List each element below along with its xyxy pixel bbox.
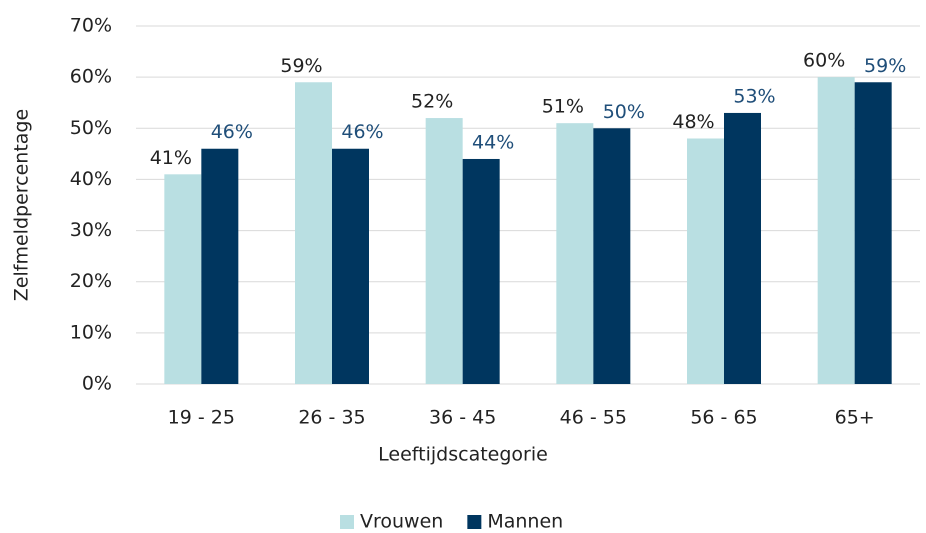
legend-label: Mannen [487,511,563,533]
x-tick-label: 36 - 45 [429,407,496,429]
bar [593,128,631,384]
data-label: 48% [672,111,714,133]
y-tick-label: 50% [70,117,112,139]
data-label: 52% [411,91,453,113]
y-tick-label: 30% [70,219,112,241]
x-axis-title: Leeftijdscategorie [378,444,548,466]
data-label: 44% [472,131,514,153]
y-tick-label: 40% [70,168,112,190]
data-label: 46% [341,121,383,143]
y-tick-label: 20% [70,270,112,292]
x-tick-label: 26 - 35 [298,407,365,429]
legend-swatch [467,515,482,529]
x-tick-label: 56 - 65 [690,407,757,429]
data-label: 46% [211,121,253,143]
data-label: 59% [864,55,906,77]
x-tick-label: 65+ [835,407,875,429]
bar [687,138,724,384]
bar [332,148,369,384]
legend-swatch [340,515,354,529]
y-tick-label: 70% [70,15,112,37]
bar [724,112,761,384]
bar [295,82,332,384]
data-label: 50% [603,101,645,123]
bar [462,158,500,384]
data-label: 41% [150,147,192,169]
x-tick-label: 19 - 25 [168,407,235,429]
bar [817,77,855,385]
bar [201,148,239,384]
bar [164,174,202,384]
data-label: 59% [280,55,322,77]
y-tick-label: 10% [70,321,112,343]
y-tick-label: 60% [70,66,112,88]
data-label: 51% [542,96,584,118]
bar [425,118,463,385]
bar [854,82,892,384]
legend-label: Vrouwen [360,511,443,533]
y-tick-label: 0% [82,373,112,395]
x-tick-label: 46 - 55 [560,407,627,429]
y-axis-title: Zelfmeldpercentage [11,109,33,301]
data-label: 53% [733,85,775,107]
data-label: 60% [803,50,845,72]
bar [556,123,594,385]
